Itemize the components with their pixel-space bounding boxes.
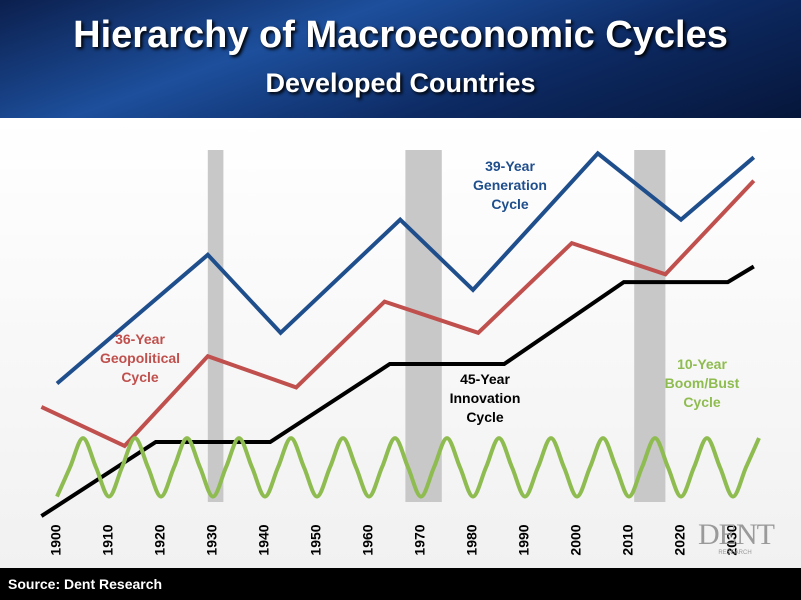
chart-subtitle: Developed Countries — [265, 68, 536, 98]
logo-sub: RESEARCH — [718, 550, 752, 556]
shaded-period — [207, 150, 224, 502]
x-tick-label: 2020 — [672, 524, 688, 555]
series-line — [55, 436, 761, 499]
plot-background — [0, 118, 801, 568]
series-label: 45-Year Innovation Cycle — [449, 371, 521, 425]
x-tick-label: 1980 — [464, 524, 480, 555]
x-tick-label: 1960 — [360, 524, 376, 555]
series-line — [40, 179, 756, 449]
x-tick-label: 1940 — [256, 524, 272, 555]
shaded-period — [405, 150, 442, 502]
x-tick-label: 1920 — [152, 524, 168, 555]
x-tick-label: 1970 — [412, 524, 428, 555]
x-tick-label: 2030 — [724, 524, 740, 555]
series-line — [40, 264, 755, 518]
series-label: 10-Year Boom/Bust Cycle — [664, 356, 740, 410]
x-tick-label: 1990 — [516, 524, 532, 555]
chart-title: Hierarchy of Macroeconomic Cycles — [73, 14, 728, 56]
x-tick-label: 1930 — [204, 524, 220, 555]
x-tick-label: 1910 — [100, 524, 116, 555]
logo: DENT — [698, 518, 775, 551]
series-line — [55, 150, 756, 386]
source: Source: Dent Research — [8, 576, 163, 592]
x-tick-label: 2010 — [620, 524, 636, 555]
x-tick-label: 2000 — [568, 524, 584, 555]
x-tick-label: 1950 — [308, 524, 324, 555]
footer: Source: Dent Research — [0, 568, 801, 600]
header: Hierarchy of Macroeconomic Cycles Develo… — [0, 0, 801, 118]
x-tick-label: 1900 — [48, 524, 64, 555]
series-label: 36-Year Geopolitical Cycle — [99, 331, 181, 385]
series-label: 39-Year Generation Cycle — [473, 158, 547, 212]
